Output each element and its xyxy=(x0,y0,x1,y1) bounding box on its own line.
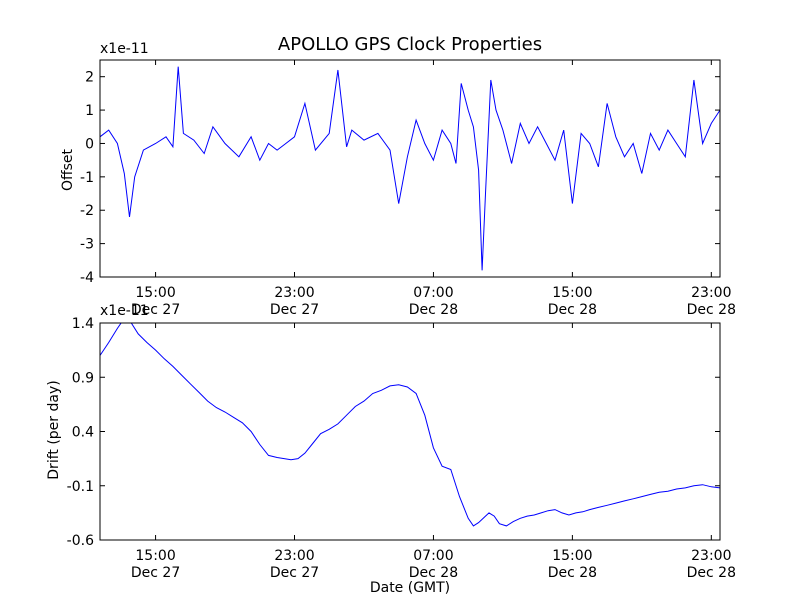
offset-x-tick-date-label: Dec 27 xyxy=(131,302,180,318)
offset-y-tick-label: -2 xyxy=(80,203,94,219)
drift-y-tick-label: 1.4 xyxy=(72,316,94,332)
offset-x-tick-date-label: Dec 28 xyxy=(548,302,597,318)
offset-x-tick-label: 07:00 xyxy=(413,285,453,301)
drift-x-tick-date-label: Dec 27 xyxy=(270,565,319,581)
drift-y-tick-label: -0.6 xyxy=(67,533,94,549)
drift-x-tick-label: 23:00 xyxy=(691,548,731,564)
drift-panel: x1e-11 Drift (per day) Date (GMT) 1.4 0.9… xyxy=(46,303,736,596)
offset-y-axis-label: Offset xyxy=(60,148,76,191)
offset-y-tick-label: -1 xyxy=(80,170,94,186)
drift-x-tick-date-label: Dec 28 xyxy=(409,565,458,581)
offset-axes-frame xyxy=(99,59,721,278)
offset-y-tick-label: -4 xyxy=(80,270,94,286)
offset-x-tick-label: 23:00 xyxy=(274,285,314,301)
drift-x-tick-date-label: Dec 28 xyxy=(687,565,736,581)
offset-x-tick-label: 15:00 xyxy=(135,285,175,301)
drift-y-tick-label: 0.9 xyxy=(72,370,94,386)
drift-y-tick-label: -0.1 xyxy=(67,479,94,495)
drift-y-axis-label: Drift (per day) xyxy=(46,380,62,479)
figure-title: APOLLO GPS Clock Properties xyxy=(278,34,542,55)
offset-x-tick-label: 23:00 xyxy=(691,285,731,301)
drift-x-tick-date-label: Dec 28 xyxy=(548,565,597,581)
drift-x-tick-label: 07:00 xyxy=(413,548,453,564)
offset-x-tick-date-label: Dec 28 xyxy=(687,302,736,318)
drift-y-tick-label: 0.4 xyxy=(72,425,94,441)
offset-y-tick-label: 2 xyxy=(85,70,94,86)
offset-series-line xyxy=(100,66,720,271)
offset-x-tick-date-label: Dec 28 xyxy=(409,302,458,318)
drift-x-axis-label: Date (GMT) xyxy=(370,580,450,596)
drift-x-tick-label: 23:00 xyxy=(274,548,314,564)
offset-y-tick-label: 0 xyxy=(85,136,94,152)
offset-y-tick-label: 1 xyxy=(85,103,94,119)
drift-x-tick-label: 15:00 xyxy=(552,548,592,564)
offset-x-tick-date-label: Dec 27 xyxy=(270,302,319,318)
drift-scale-note: x1e-11 xyxy=(100,303,149,319)
drift-x-tick-label: 15:00 xyxy=(135,548,175,564)
offset-x-tick-label: 15:00 xyxy=(552,285,592,301)
offset-scale-note: x1e-11 xyxy=(100,41,149,57)
drift-x-tick-date-label: Dec 27 xyxy=(131,565,180,581)
offset-y-tick-label: -3 xyxy=(80,237,94,253)
drift-series-line xyxy=(100,323,720,527)
